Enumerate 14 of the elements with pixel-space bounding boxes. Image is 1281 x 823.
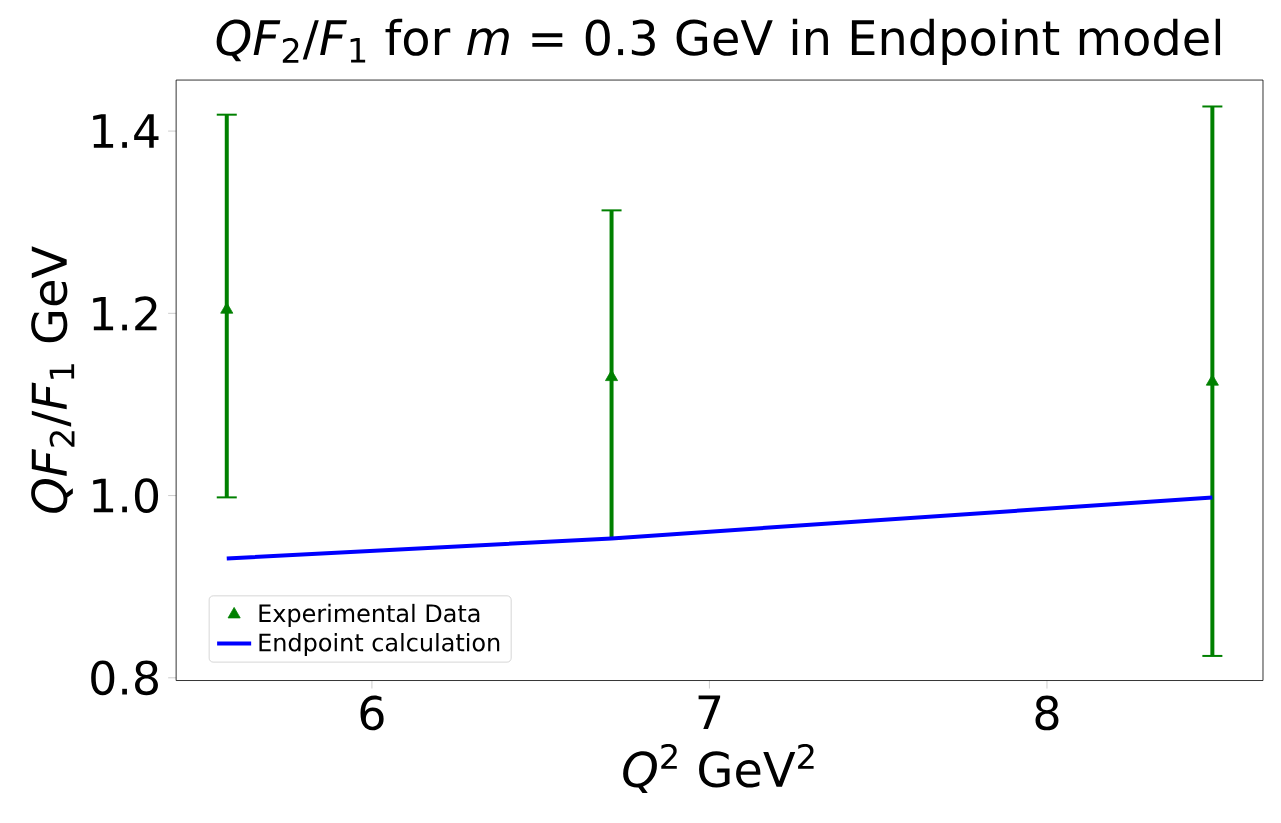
x-tick-label: 8 <box>1035 695 1059 731</box>
y-axis-title: QF$_{2}$/F$_{1}$ GeV <box>31 246 75 514</box>
legend-label: Experimental Data <box>259 604 480 628</box>
point <box>1205 374 1219 386</box>
point <box>220 302 234 314</box>
x-tick-label: 7 <box>698 695 721 730</box>
y-tick-label: 1.2 <box>93 296 157 331</box>
y-tick-label: 0.8 <box>91 660 158 696</box>
x-axis-title: Q$^{2}$ GeV$^{2}$ <box>623 744 814 794</box>
chart-title: QF$_{2}$/F$_{1}$ for m = 0.3 GeV in Endpoint model <box>216 18 1221 66</box>
y-tick-label: 1.4 <box>93 114 159 148</box>
y-tick-label: 1.0 <box>93 478 159 514</box>
legend-label: Endpoint calculation <box>259 633 500 657</box>
x-tick-label: 6 <box>360 695 384 731</box>
